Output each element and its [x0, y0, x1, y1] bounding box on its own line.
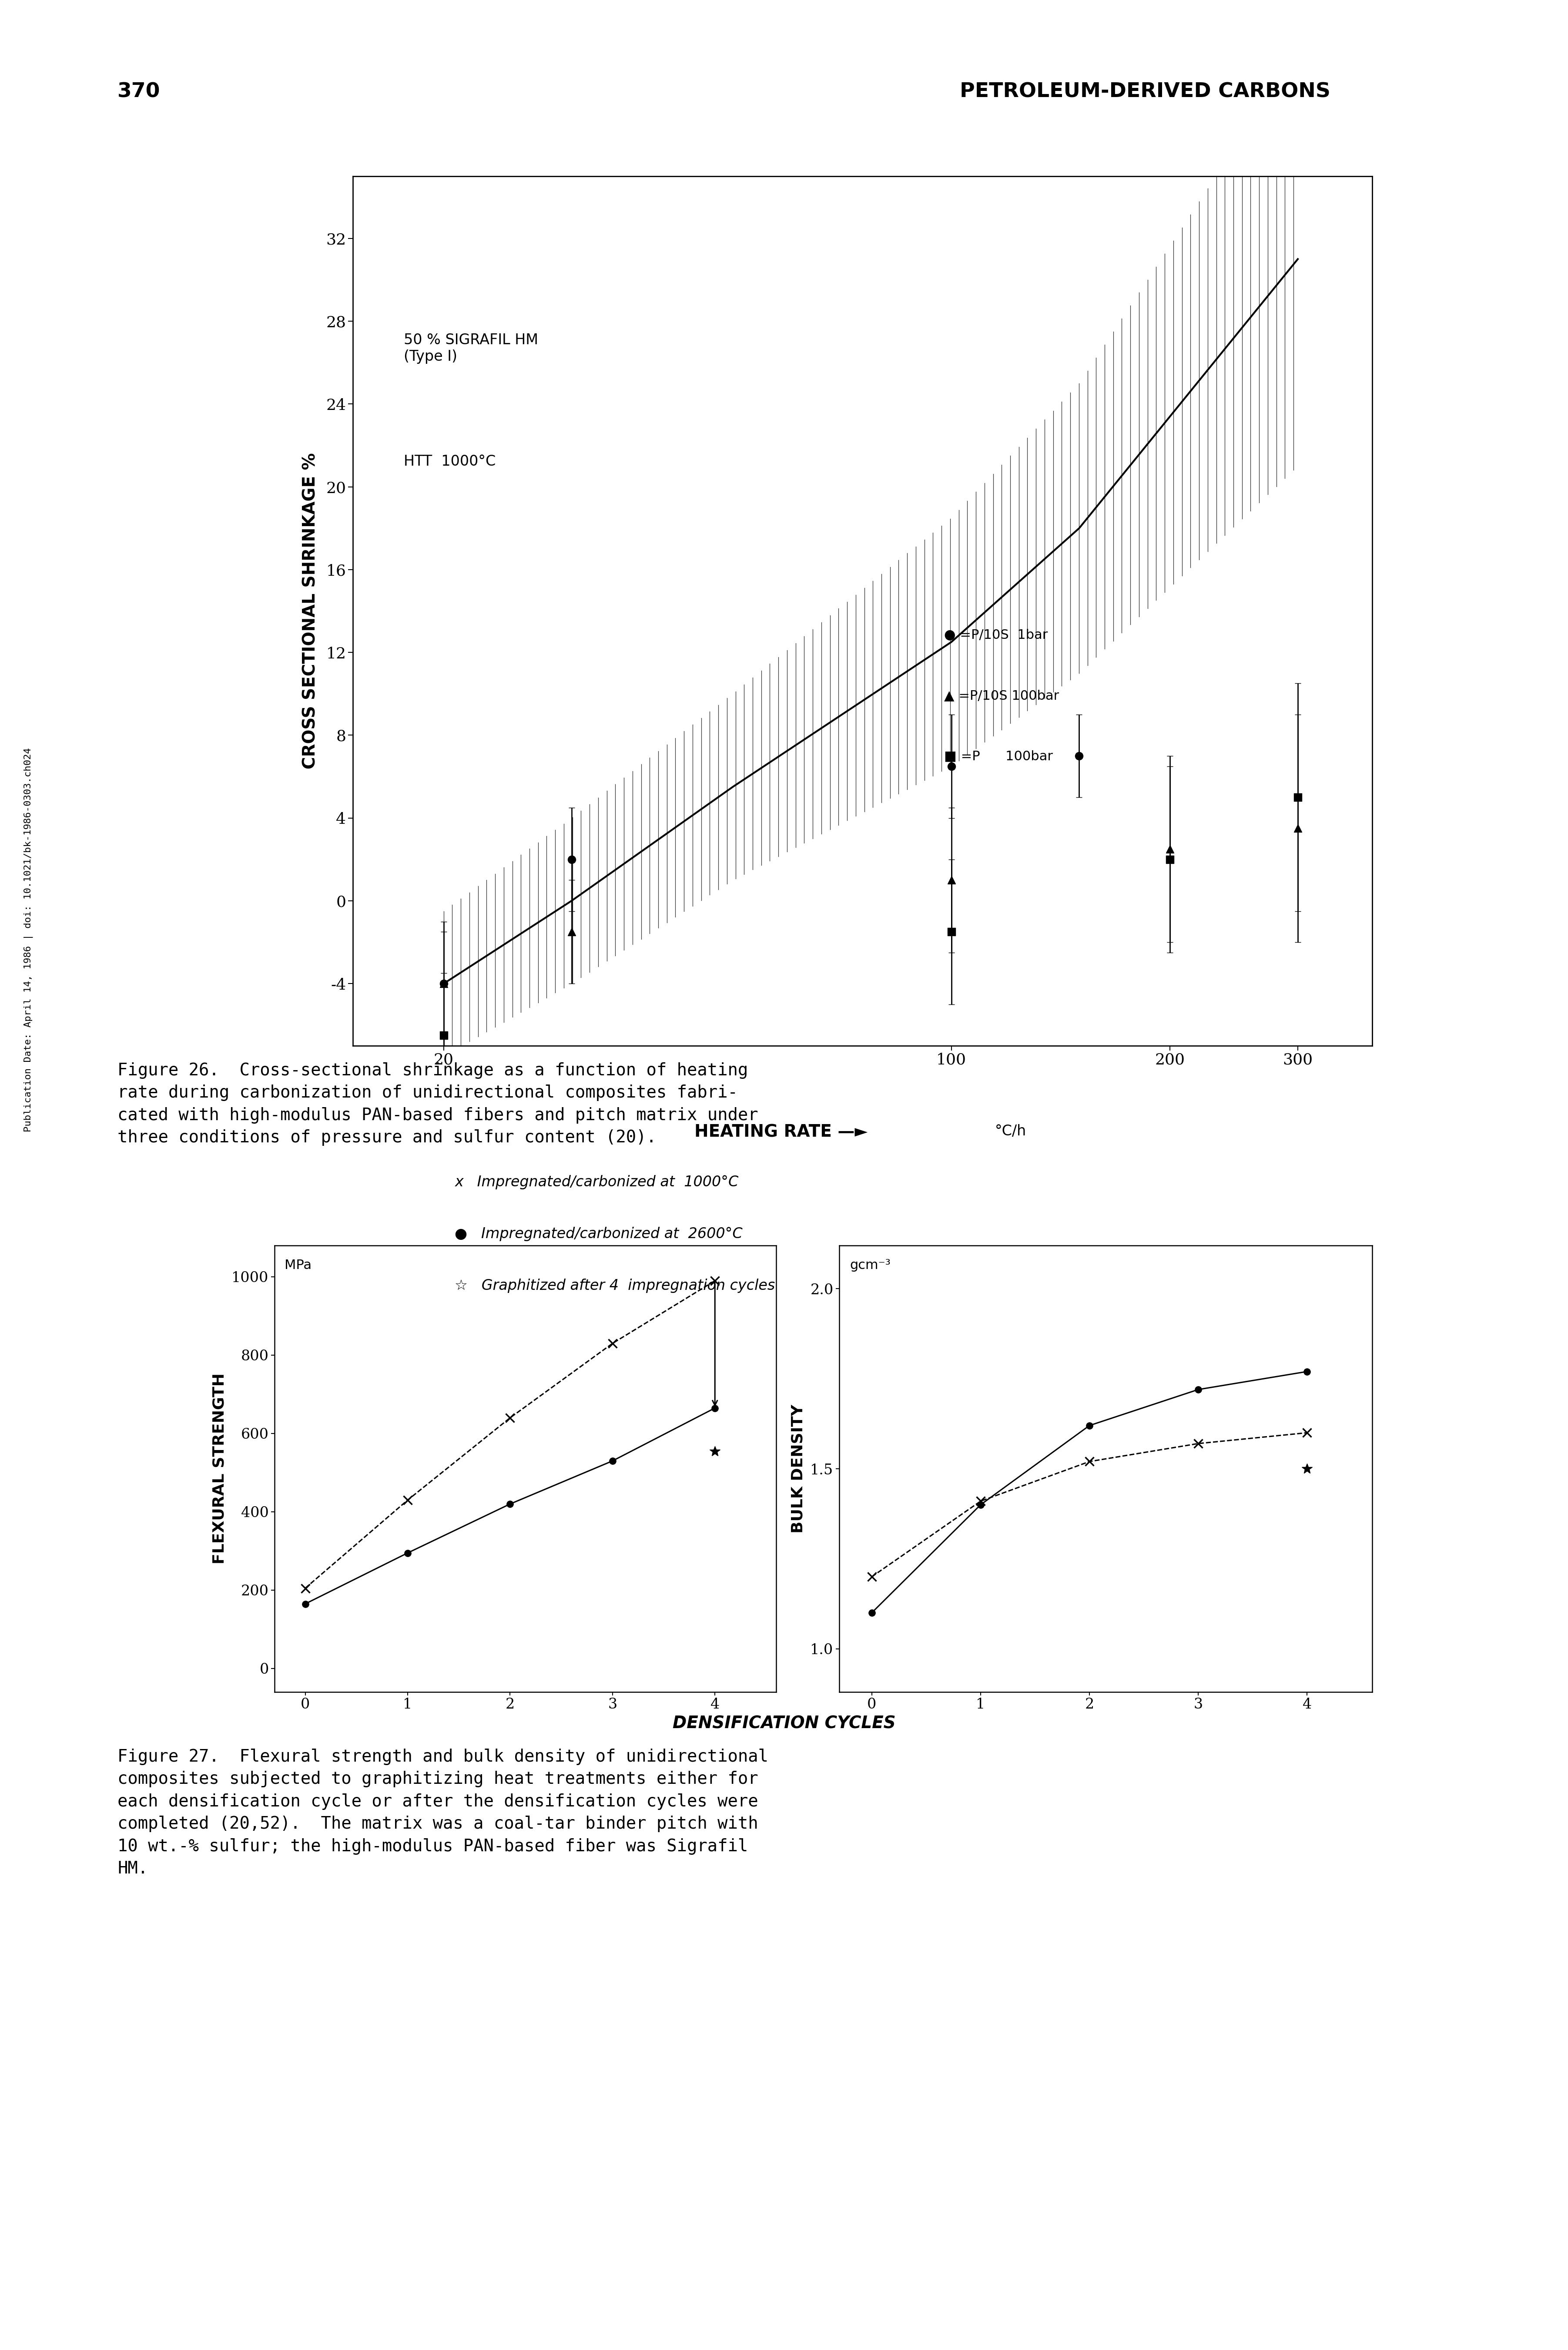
Text: PETROLEUM-DERIVED CARBONS: PETROLEUM-DERIVED CARBONS: [960, 82, 1330, 101]
Text: Figure 27.  Flexural strength and bulk density of unidirectional
composites subj: Figure 27. Flexural strength and bulk de…: [118, 1748, 768, 1878]
Text: ● =P/10S  1bar: ● =P/10S 1bar: [944, 627, 1047, 642]
Text: Publication Date: April 14, 1986 | doi: 10.1021/bk-1986-0303.ch024: Publication Date: April 14, 1986 | doi: …: [24, 747, 33, 1133]
Text: MPa: MPa: [284, 1260, 312, 1271]
Text: x   Impregnated/carbonized at  1000°C: x Impregnated/carbonized at 1000°C: [455, 1175, 739, 1189]
Text: 370: 370: [118, 82, 160, 101]
Text: ■ =P      100bar: ■ =P 100bar: [944, 750, 1052, 764]
Y-axis label: BULK DENSITY: BULK DENSITY: [790, 1405, 804, 1532]
Text: ▲ =P/10S 100bar: ▲ =P/10S 100bar: [944, 689, 1058, 703]
Text: ☆   Graphitized after 4  impregnation cycles: ☆ Graphitized after 4 impregnation cycle…: [455, 1278, 775, 1293]
Text: gcm⁻³: gcm⁻³: [850, 1260, 891, 1271]
Text: Figure 26.  Cross-sectional shrinkage as a function of heating
rate during carbo: Figure 26. Cross-sectional shrinkage as …: [118, 1062, 757, 1147]
Y-axis label: FLEXURAL STRENGTH: FLEXURAL STRENGTH: [212, 1372, 227, 1565]
Text: °C/h: °C/h: [994, 1123, 1027, 1137]
Text: ●   Impregnated/carbonized at  2600°C: ● Impregnated/carbonized at 2600°C: [455, 1227, 743, 1241]
Text: 50 % SIGRAFIL HM
(Type I): 50 % SIGRAFIL HM (Type I): [405, 334, 538, 364]
Text: DENSIFICATION CYCLES: DENSIFICATION CYCLES: [673, 1716, 895, 1732]
Text: HEATING RATE —►: HEATING RATE —►: [695, 1123, 867, 1140]
Text: HTT  1000°C: HTT 1000°C: [405, 454, 495, 470]
Y-axis label: CROSS SECTIONAL SHRINKAGE %: CROSS SECTIONAL SHRINKAGE %: [303, 454, 318, 768]
